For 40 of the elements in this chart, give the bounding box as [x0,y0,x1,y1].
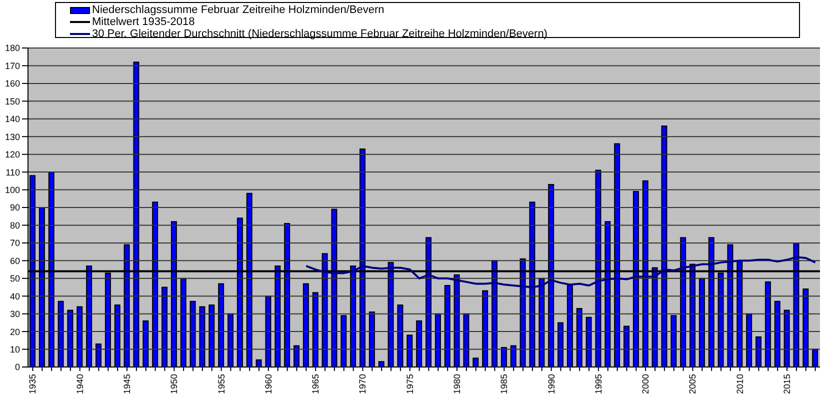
legend-label: Mittelwert 1935-2018 [92,16,195,28]
x-tick-label: 1945 [122,374,132,394]
x-tick-label: 1980 [452,374,462,394]
x-tick-label: 2015 [782,374,792,394]
y-tick-label: 160 [4,78,20,89]
x-tick-label: 1990 [546,374,556,394]
y-tick-label: 70 [10,238,20,248]
x-tick-label: 1970 [358,374,368,394]
y-tick-label: 170 [4,60,20,71]
x-tick-label: 2000 [640,374,651,394]
y-tick-label: 120 [4,150,20,160]
y-tick-label: 20 [10,326,20,337]
x-tick-label: 1985 [499,374,510,394]
y-tick-label: 50 [10,274,20,284]
y-tick-label: 90 [10,202,20,213]
y-tick-label: 140 [4,114,20,124]
y-tick-label: 60 [10,256,20,266]
x-tick-label: 1965 [310,374,321,394]
x-tick-label: 1955 [216,374,226,394]
x-tick-label: 1975 [404,374,415,394]
legend-label: 30 Per. Gleitender Durchschnitt (Niederschlagssumme Februar Zeitreihe Holzminden/Bevern) [92,28,548,40]
x-tick-label: 1940 [74,374,85,394]
y-tick-label: 80 [10,220,20,230]
y-tick-label: 100 [4,184,20,195]
legend-label: Niederschlagssumme Februar Zeitreihe Holzminden/Bevern [92,4,384,16]
y-tick-label: 180 [4,43,20,54]
line-series [305,256,816,288]
y-tick-label: 0 [14,362,20,372]
x-tick-label: 2010 [734,374,745,394]
x-tick-label: 2005 [688,374,698,394]
x-tick-label: 1960 [263,374,274,394]
y-tick-label: 10 [10,344,20,354]
x-tick-label: 1935 [28,374,38,394]
y-tick-label: 130 [4,132,20,142]
y-tick-label: 150 [4,96,20,106]
x-tick-label: 1995 [593,374,604,394]
y-tick-label: 40 [10,291,20,302]
x-tick-label: 1950 [169,374,180,394]
y-tick-label: 110 [6,167,20,178]
y-tick-label: 30 [10,309,20,320]
